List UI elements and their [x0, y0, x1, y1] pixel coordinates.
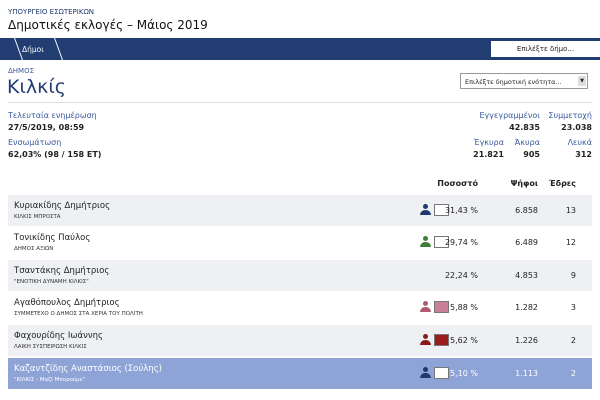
icon-head [423, 204, 428, 209]
candidate-name: Τσαντάκης Δημήτριος [14, 266, 110, 276]
candidate-name: Τονικίδης Παύλος [14, 233, 91, 243]
cell-votes: 1.282 [515, 303, 538, 312]
cell-percent: 31,43 % [444, 206, 478, 215]
candidate-icon [420, 236, 431, 248]
candidate-name: Αγαθόπουλος Δημήτριος [14, 298, 120, 308]
column-header: Έδρες [548, 179, 576, 188]
cell-seats: 3 [570, 303, 576, 312]
party-flag [434, 236, 449, 248]
cell-seats: 12 [565, 238, 576, 247]
party-name: "ΚΙΛΚΙΣ - Μαζί Μπορούμε" [14, 377, 86, 383]
icon-head [423, 334, 428, 339]
party-flag [434, 367, 449, 379]
cell-votes: 6.858 [515, 206, 538, 215]
stat-label: Εγγεγραμμένοι [479, 111, 540, 120]
icon-body [420, 210, 431, 215]
cell-votes: 1.113 [515, 369, 538, 378]
candidate-icon [420, 301, 431, 313]
stat-label: Συμμετοχή [548, 111, 592, 120]
cell-seats: 9 [570, 271, 576, 280]
result-row: Φαχουρίδης Ιωάννης ΛΑΙΚΗ ΣΥΣΠΕΙΡΩΣΗ ΚΙΛΚΙ… [8, 325, 592, 356]
result-row: Τσαντάκης Δημήτριος "ΕΝΟΤΙΚΗ ΔΥΝΑΜΗ ΚΙΛΚΙ… [8, 260, 592, 291]
candidate-name: Καζαντζίδης Αναστάσιος (Σούλης) [14, 364, 163, 374]
select-arrow: ▼ [578, 76, 586, 86]
cell-seats: 2 [570, 369, 576, 378]
cell-seats: 2 [570, 336, 576, 345]
icon-head [423, 236, 428, 241]
nav-bar [0, 38, 600, 60]
icon-body [420, 373, 431, 378]
result-row: Αγαθόπουλος Δημήτριος ΣΥΜΜΕΤΕΧΟ Ο ΔΗΜΟΣ Σ… [8, 292, 592, 323]
party-name: ΛΑΙΚΗ ΣΥΣΠΕΙΡΩΣΗ ΚΙΛΚΙΣ [14, 344, 87, 350]
party-name: ΔΗΜΟΣ ΑΞΙΩΝ [14, 246, 54, 252]
candidate-icon [420, 204, 431, 216]
result-row: Τονικίδης Παύλος ΔΗΜΟΣ ΑΞΙΩΝ 29,74 % 6.489 1… [8, 227, 592, 258]
stat-label: Τελευταία ενημέρωση [8, 111, 97, 120]
search-box[interactable]: Επιλέξτε δήμο... [491, 41, 600, 57]
stat-value: 312 [575, 150, 592, 159]
stat-label: Λευκά [567, 138, 592, 147]
cell-percent: 5,88 % [450, 303, 478, 312]
icon-head [423, 367, 428, 372]
cell-votes: 4.853 [515, 271, 538, 280]
cell-votes: 6.489 [515, 238, 538, 247]
stat-value: 62,03% (98 / 158 ΕΤ) [8, 150, 102, 159]
ministry: ΥΠΟΥΡΓΕΙΟ ΕΣΩΤΕΡΙΚΩΝ [8, 8, 95, 16]
icon-body [420, 307, 431, 312]
result-row: Καζαντζίδης Αναστάσιος (Σούλης) "ΚΙΛΚΙΣ -… [8, 358, 592, 389]
candidate-icon [420, 334, 431, 346]
municipality-kind: ΔΗΜΟΣ [8, 67, 35, 75]
candidate-name: Κυριακίδης Δημήτριος [14, 201, 111, 211]
party-name: ΚΙΛΚΙΣ ΜΠΡΟΣΤΑ [14, 214, 61, 220]
party-flag [434, 204, 449, 216]
column-header: Ποσοστό [437, 179, 478, 188]
stat-value: 27/5/2019, 08:59 [8, 123, 85, 132]
icon-body [420, 242, 431, 247]
stat-value: 905 [523, 150, 540, 159]
candidate-icon [420, 367, 431, 379]
cell-seats: 13 [565, 206, 576, 215]
icon-head [423, 301, 428, 306]
unit-select[interactable]: Επιλέξτε δημοτική ενότητα... ▼ [460, 73, 588, 89]
result-row: Κυριακίδης Δημήτριος ΚΙΛΚΙΣ ΜΠΡΟΣΤΑ 31,43 … [8, 195, 592, 226]
candidate-name: Φαχουρίδης Ιωάννης [14, 331, 103, 341]
stat-value: 21.821 [473, 150, 504, 159]
party-name: ΣΥΜΜΕΤΕΧΟ Ο ΔΗΜΟΣ ΣΤΑ ΧΕΡΙΑ ΤΟΥ ΠΟΛΙΤΗ [14, 311, 143, 317]
stat-value: 42.835 [509, 123, 540, 132]
icon-body [420, 340, 431, 345]
stat-label: Άκυρα [514, 138, 540, 147]
cell-percent: 29,74 % [444, 238, 478, 247]
divider [8, 102, 592, 103]
party-name: "ΕΝΟΤΙΚΗ ΔΥΝΑΜΗ ΚΙΛΚΙΣ" [14, 279, 89, 285]
unit-select-text: Επιλέξτε δημοτική ενότητα... [465, 78, 562, 86]
stat-value: 23.038 [561, 123, 592, 132]
cell-votes: 1.226 [515, 336, 538, 345]
column-header: Ψήφοι [510, 179, 538, 188]
stat-label: Ενσωμάτωση [8, 138, 62, 147]
page-title: Δημοτικές εκλογές – Μάιος 2019 [8, 18, 208, 32]
cell-percent: 22,24 % [444, 271, 478, 280]
municipality-name: Κιλκίς [7, 76, 66, 98]
party-flag [434, 301, 449, 313]
cell-percent: 5,10 % [450, 369, 478, 378]
breadcrumb[interactable]: Δήμοι [22, 45, 44, 54]
cell-percent: 5,62 % [450, 336, 478, 345]
party-flag [434, 334, 449, 346]
stat-label: Έγκυρα [473, 138, 504, 147]
